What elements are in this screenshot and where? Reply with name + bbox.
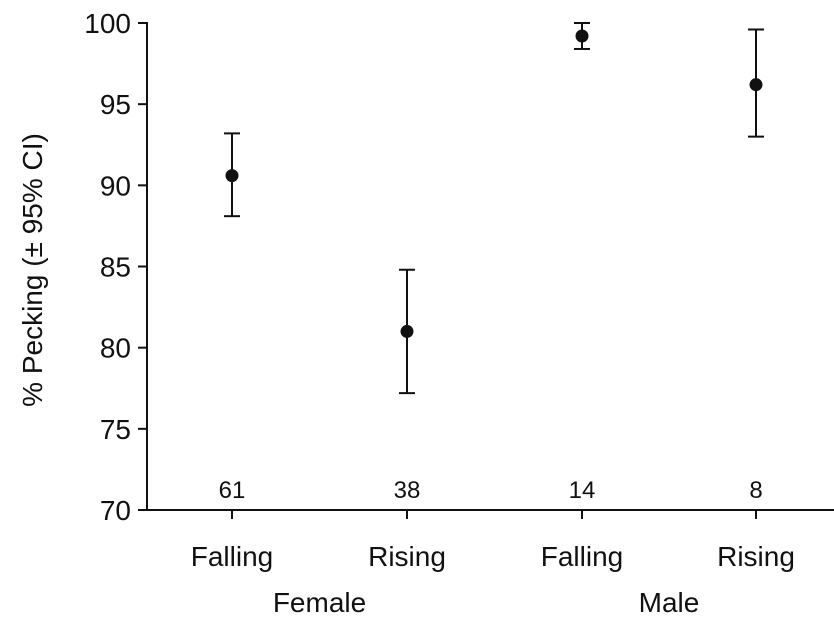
sample-size-label: 38 <box>394 477 421 504</box>
y-tick-label: 75 <box>100 414 131 445</box>
y-axis-title: % Pecking (± 95% CI) <box>17 133 48 407</box>
x-group-label: Male <box>639 587 700 618</box>
x-category-label: Falling <box>191 541 273 572</box>
data-marks <box>224 22 764 395</box>
x-category-label: Rising <box>717 541 795 572</box>
data-point <box>225 169 239 183</box>
y-axis: 70 75 80 85 90 95 100 <box>84 8 148 526</box>
y-tick-label: 80 <box>100 333 131 364</box>
y-tick-label: 70 <box>100 495 131 526</box>
y-tick-label: 90 <box>100 170 131 201</box>
data-point <box>400 324 414 338</box>
sample-size-label: 8 <box>749 477 762 504</box>
data-point <box>575 29 589 43</box>
x-category-label: Falling <box>541 541 623 572</box>
x-axis <box>147 509 834 519</box>
y-tick-label: 85 <box>100 252 131 283</box>
data-point <box>749 78 763 92</box>
x-group-label: Female <box>273 587 366 618</box>
sample-size-label: 61 <box>219 477 246 504</box>
sample-size-label: 14 <box>569 477 596 504</box>
x-category-label: Rising <box>368 541 446 572</box>
y-tick-label: 95 <box>100 89 131 120</box>
y-tick-label: 100 <box>84 8 131 39</box>
